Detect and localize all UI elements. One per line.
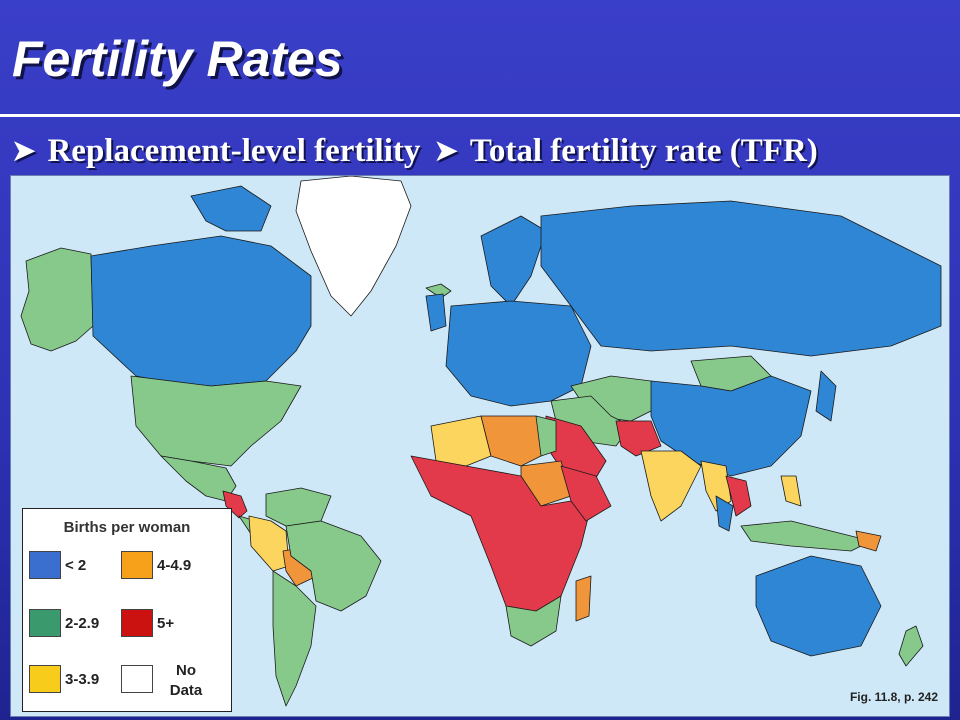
region-indonesia <box>740 520 872 552</box>
world-map-svg <box>20 176 942 707</box>
bullet-text: Total fertility rate (TFR) <box>469 132 818 169</box>
region-east-africa-horn <box>560 465 612 522</box>
region-greenland <box>295 176 412 317</box>
region-usa <box>130 375 302 467</box>
region-southern-africa <box>505 595 562 647</box>
title-divider <box>0 114 960 117</box>
legend-label-3-3-9: 3-3.9 <box>65 671 100 688</box>
region-russia <box>540 200 942 357</box>
region-new-zealand <box>898 625 924 667</box>
region-southern-cone <box>272 570 317 707</box>
region-canada <box>90 235 312 387</box>
region-china <box>650 375 812 477</box>
region-indochina <box>725 475 752 517</box>
region-papua <box>855 530 882 552</box>
region-canada-arctic <box>190 185 272 232</box>
bullet-row: ➤ Replacement-level fertility ➤ Total fe… <box>12 128 952 174</box>
region-north-africa-west <box>430 415 492 467</box>
legend-label-4-4-9: 4-4.9 <box>157 557 192 574</box>
legend-title: Births per woman <box>63 519 191 536</box>
region-egypt <box>535 415 557 457</box>
legend-swatch-no-data <box>121 665 153 693</box>
arrow-bullet-icon: ➤ <box>434 136 458 167</box>
region-central-america <box>222 490 248 519</box>
legend-label-no-data: No Data <box>169 662 203 699</box>
region-india <box>640 450 702 522</box>
region-alaska <box>20 247 94 352</box>
legend-label-2-2-9: 2-2.9 <box>65 615 100 632</box>
region-australia <box>755 555 882 657</box>
bullet-total-fertility-rate: ➤ Total fertility rate (TFR) <box>434 133 817 170</box>
region-scandinavia <box>480 215 547 307</box>
region-indochina-south <box>715 495 734 532</box>
region-uk <box>425 293 447 332</box>
region-philippines <box>780 475 802 507</box>
legend-swatch-4-4-9 <box>121 551 153 579</box>
region-venezuela-colombia <box>265 487 332 527</box>
legend-swatch-2-2-9 <box>29 609 61 637</box>
bullet-text: Replacement-level fertility <box>47 132 421 169</box>
arrow-bullet-icon: ➤ <box>12 136 36 167</box>
legend-label-5-plus: 5+ <box>157 615 175 632</box>
region-europe <box>445 300 592 407</box>
region-brazil <box>285 520 382 612</box>
map-legend: Births per woman < 2 2-2.9 3-3.9 4-4.9 5… <box>22 508 232 712</box>
legend-label-under-2: < 2 <box>65 557 87 574</box>
region-north-africa-central <box>480 415 552 467</box>
bullet-replacement-level-fertility: ➤ Replacement-level fertility <box>12 133 420 170</box>
figure-caption: Fig. 11.8, p. 242 <box>849 690 938 704</box>
region-madagascar <box>575 575 592 622</box>
region-west-central-africa <box>410 455 592 617</box>
slide-title: Fertility Rates <box>12 31 343 87</box>
legend-swatch-5-plus <box>121 609 153 637</box>
legend-swatch-3-3-9 <box>29 665 61 693</box>
region-japan <box>815 370 837 422</box>
legend-swatch-under-2 <box>29 551 61 579</box>
